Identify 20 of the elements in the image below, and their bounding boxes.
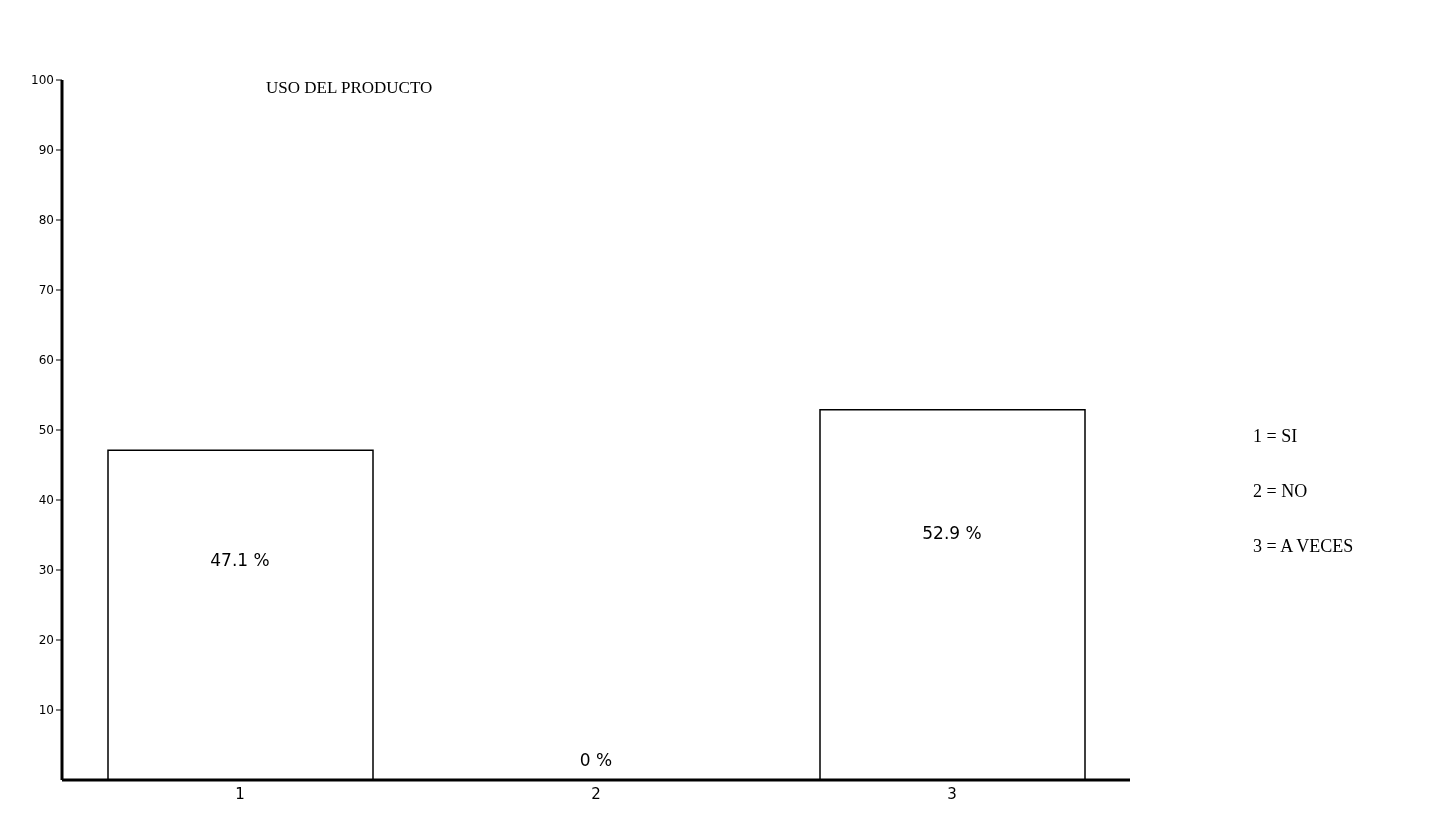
data-label: 52.9 % <box>922 523 982 544</box>
text: 2 = NO <box>1253 481 1308 502</box>
chart-title: USO DEL PRODUCTO <box>266 78 433 98</box>
x-tick-label: 2 <box>591 784 601 803</box>
y-tick-label: 40 <box>38 493 54 508</box>
text: 1 = SI <box>1253 426 1298 447</box>
y-tick-label: 70 <box>38 283 54 298</box>
y-tick-label: 90 <box>38 143 54 158</box>
y-tick-label: 10 <box>38 703 54 718</box>
x-tick-label: 1 <box>235 784 245 803</box>
text: 3 = A VECES <box>1253 536 1354 557</box>
y-tick-label: 60 <box>38 353 54 368</box>
y-tick-label: 80 <box>38 213 54 228</box>
y-tick-label: 20 <box>38 633 54 648</box>
y-tick-label: 30 <box>38 563 54 578</box>
data-label: 0 % <box>579 750 613 770</box>
data-label: 47.1 % <box>210 549 270 570</box>
x-tick-label: 3 <box>947 784 957 803</box>
y-tick-label: 50 <box>38 423 54 438</box>
y-tick-label: 100 <box>31 73 54 88</box>
